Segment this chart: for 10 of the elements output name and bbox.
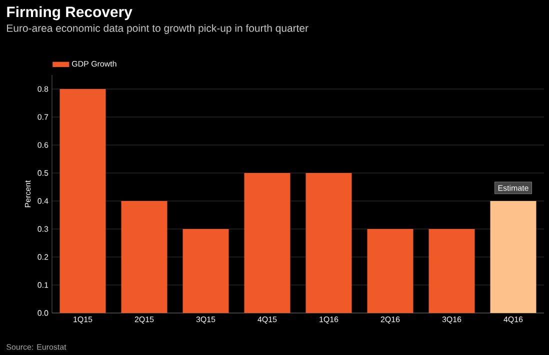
chart-title: Firming Recovery	[7, 6, 132, 20]
bar	[306, 173, 352, 313]
bar	[367, 229, 414, 313]
bar	[490, 201, 536, 313]
bar	[60, 89, 106, 313]
bar	[182, 229, 229, 313]
bar	[244, 173, 290, 313]
bar	[428, 229, 475, 313]
bar	[121, 201, 168, 313]
chart-subtitle: Euro-area economic data point to growth pick-up in fourth quarter	[7, 24, 308, 34]
